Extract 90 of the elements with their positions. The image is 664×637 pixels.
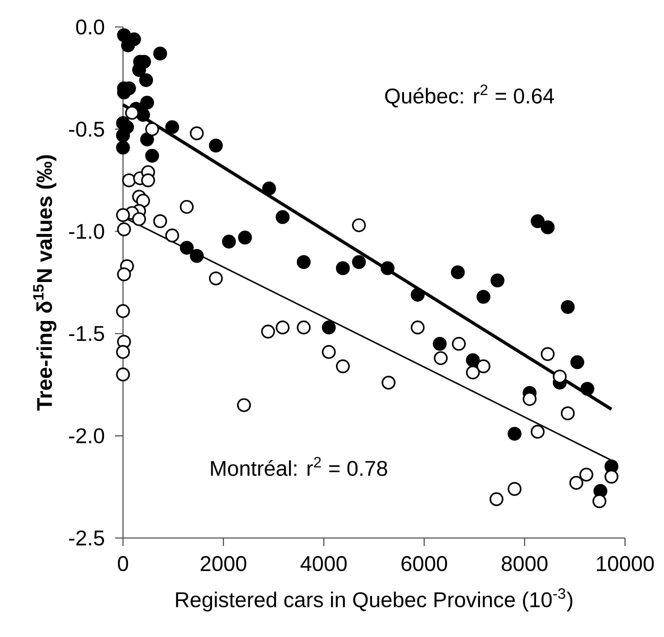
point	[116, 304, 130, 318]
point	[336, 359, 350, 374]
point	[476, 359, 490, 374]
y-tick-label: -1.0	[69, 224, 104, 239]
x-tick-label: 8000	[502, 556, 548, 572]
point	[116, 368, 130, 382]
x-axis-title: Registered cars in Quebec Province (10$^{-3}$)	[176, 588, 572, 612]
annotation: Québec: r$^{2}$ = 0.64	[385, 84, 554, 108]
annotation: Montréal: r$^{2}$ = 0.78	[211, 456, 388, 476]
point	[540, 220, 555, 234]
x-tick-label: 4000	[300, 556, 347, 572]
point	[466, 353, 480, 368]
point	[466, 366, 480, 380]
point	[262, 182, 276, 196]
point	[276, 320, 290, 334]
point	[261, 324, 276, 338]
point	[165, 228, 180, 242]
point	[116, 345, 130, 359]
point	[604, 470, 618, 484]
point	[296, 255, 311, 269]
point	[132, 212, 146, 226]
point	[552, 370, 567, 384]
point	[522, 392, 537, 406]
point	[180, 240, 194, 255]
point	[140, 96, 154, 110]
x-tick-label: 10000	[596, 556, 654, 572]
point	[434, 351, 448, 366]
point	[592, 494, 606, 508]
point	[153, 46, 168, 61]
point	[141, 173, 156, 188]
point	[117, 222, 131, 236]
point	[432, 336, 447, 351]
point	[382, 376, 396, 390]
point	[140, 132, 154, 146]
x-tick-label: 6000	[402, 556, 448, 572]
point	[116, 140, 130, 155]
y-axis-title: Tree-ring δ$^{15}$N values (‰)	[33, 155, 56, 411]
point	[125, 106, 139, 120]
point	[180, 200, 194, 214]
point	[352, 255, 366, 269]
point	[508, 482, 522, 496]
point	[145, 148, 160, 163]
point	[165, 120, 180, 134]
point	[560, 406, 575, 420]
point	[145, 122, 160, 136]
point	[238, 230, 252, 244]
point	[336, 261, 350, 276]
y-tick-label: -2.0	[69, 428, 104, 444]
point	[352, 218, 366, 232]
point	[410, 288, 425, 302]
y-tick-label: 0.0	[76, 19, 104, 35]
point	[476, 290, 490, 304]
point	[136, 108, 150, 122]
point	[579, 468, 594, 482]
point	[208, 138, 223, 152]
point	[508, 426, 522, 441]
point	[560, 300, 575, 314]
x-tick-label: 0	[118, 556, 128, 572]
x-tick-label: 2000	[200, 556, 246, 572]
point	[276, 210, 290, 224]
point	[322, 320, 336, 334]
point	[490, 492, 504, 506]
point	[452, 336, 466, 351]
point	[530, 214, 545, 228]
point	[190, 126, 204, 140]
point	[139, 73, 154, 88]
point	[237, 398, 251, 412]
point	[208, 271, 223, 286]
point	[569, 476, 584, 490]
y-tick-label: -2.5	[69, 530, 104, 546]
point	[322, 345, 336, 359]
point	[540, 347, 555, 361]
point	[296, 320, 311, 334]
point	[153, 214, 168, 228]
point	[190, 248, 204, 263]
point	[117, 267, 131, 282]
point	[570, 355, 584, 370]
y-tick-label: -0.5	[69, 122, 104, 137]
point	[222, 234, 236, 249]
point	[530, 424, 545, 439]
point	[380, 261, 394, 276]
point	[122, 173, 136, 188]
point	[116, 128, 130, 142]
point	[410, 320, 425, 334]
point	[450, 265, 465, 280]
point	[580, 382, 594, 396]
point	[490, 274, 504, 288]
point	[116, 208, 130, 222]
point	[136, 194, 150, 208]
y-tick-label: -1.5	[69, 326, 104, 342]
